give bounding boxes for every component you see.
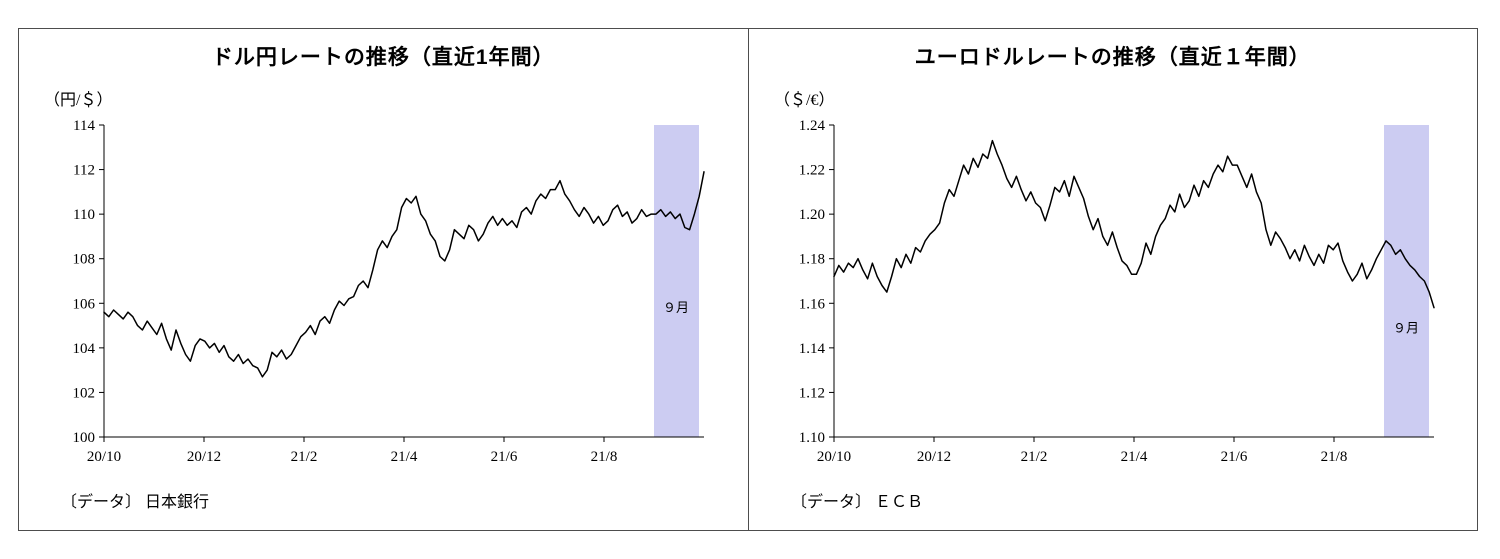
x-axis-tick-label: 20/12: [917, 449, 951, 465]
september-band-label: ９月: [663, 300, 689, 315]
y-axis-tick-label: 1.18: [799, 252, 825, 268]
x-axis-tick-label: 21/4: [1120, 449, 1147, 465]
usdjpy-chart-panel: ドル円レートの推移（直近1年間） （円/＄） ９月 100 102 104 106 108…: [19, 29, 749, 530]
september-band-label: ９月: [1393, 320, 1419, 335]
y-axis-tick-label: 104: [73, 341, 96, 357]
y-axis-tick-label: 1.14: [799, 341, 826, 357]
eurusd-data-source-label: 〔データ〕 ＥＣＢ: [791, 492, 923, 511]
x-axis-tick-label: 21/4: [391, 449, 418, 465]
x-axis-tick-label: 20/10: [817, 449, 851, 465]
rate-line-series: [833, 139, 1435, 309]
y-axis-tick-label: 112: [73, 163, 95, 179]
eurusd-chart-panel: ユーロドルレートの推移（直近１年間） （＄/€） ９月 1.10 1.12 1.14 1…: [749, 29, 1478, 530]
y-axis-tick-label: 110: [73, 207, 95, 223]
eurusd-plot-area: ９月 1.10 1.12 1.14 1.16 1.18 1.20 1.22 1.24 20/10 2…: [799, 118, 1435, 465]
y-axis-tick-label: 102: [73, 385, 96, 401]
x-axis-tick-label: 21/6: [1220, 449, 1247, 465]
x-axis-tick-label: 20/10: [87, 449, 121, 465]
eurusd-y-axis-unit-label: （＄/€）: [774, 91, 834, 109]
september-highlight-band: [654, 125, 700, 437]
x-axis-tick-label: 21/6: [491, 449, 518, 465]
y-axis-tick-label: 1.12: [799, 385, 825, 401]
x-axis-tick-label: 21/8: [1320, 449, 1347, 465]
x-axis-tick-label: 20/12: [187, 449, 221, 465]
x-axis-tick-label: 21/2: [291, 449, 318, 465]
x-axis-tick-label: 21/8: [591, 449, 618, 465]
x-axis-tick-label: 21/2: [1020, 449, 1047, 465]
usdjpy-chart-title: ドル円レートの推移（直近1年間）: [211, 46, 555, 69]
eurusd-line-chart: （＄/€） ９月 1.10 1.12 1.14 1.16 1.18 1.20 1.22 1.24…: [774, 91, 1435, 511]
usdjpy-plot-area: ９月 100 102 104 106 108 110 112 114 20/10 20/12 21/2…: [73, 118, 705, 465]
y-axis-tick-label: 1.16: [799, 296, 826, 312]
usdjpy-data-source-label: 〔データ〕 日本銀行: [61, 492, 209, 511]
chart-axes: [103, 125, 705, 438]
usdjpy-line-chart: （円/＄） ９月 100 102 104 106 108 110 112 114 20/10 20/…: [44, 91, 705, 511]
usdjpy-y-axis-unit-label: （円/＄）: [44, 91, 112, 109]
y-axis-tick-label: 114: [73, 118, 95, 134]
charts-container: ドル円レートの推移（直近1年間） （円/＄） ９月 100 102 104 106 108…: [18, 28, 1478, 531]
y-axis-tick-label: 1.24: [799, 118, 826, 134]
y-axis-tick-label: 100: [73, 430, 96, 446]
september-highlight-band: [1383, 125, 1429, 437]
chart-axes: [833, 125, 1434, 438]
rate-line-series: [103, 171, 705, 378]
y-axis-tick-label: 1.10: [799, 430, 825, 446]
y-axis-tick-label: 106: [73, 296, 96, 312]
y-axis-tick-label: 108: [73, 252, 96, 268]
y-axis-tick-label: 1.22: [799, 163, 825, 179]
y-axis-tick-label: 1.20: [799, 207, 825, 223]
eurusd-chart-title: ユーロドルレートの推移（直近１年間）: [914, 46, 1311, 69]
